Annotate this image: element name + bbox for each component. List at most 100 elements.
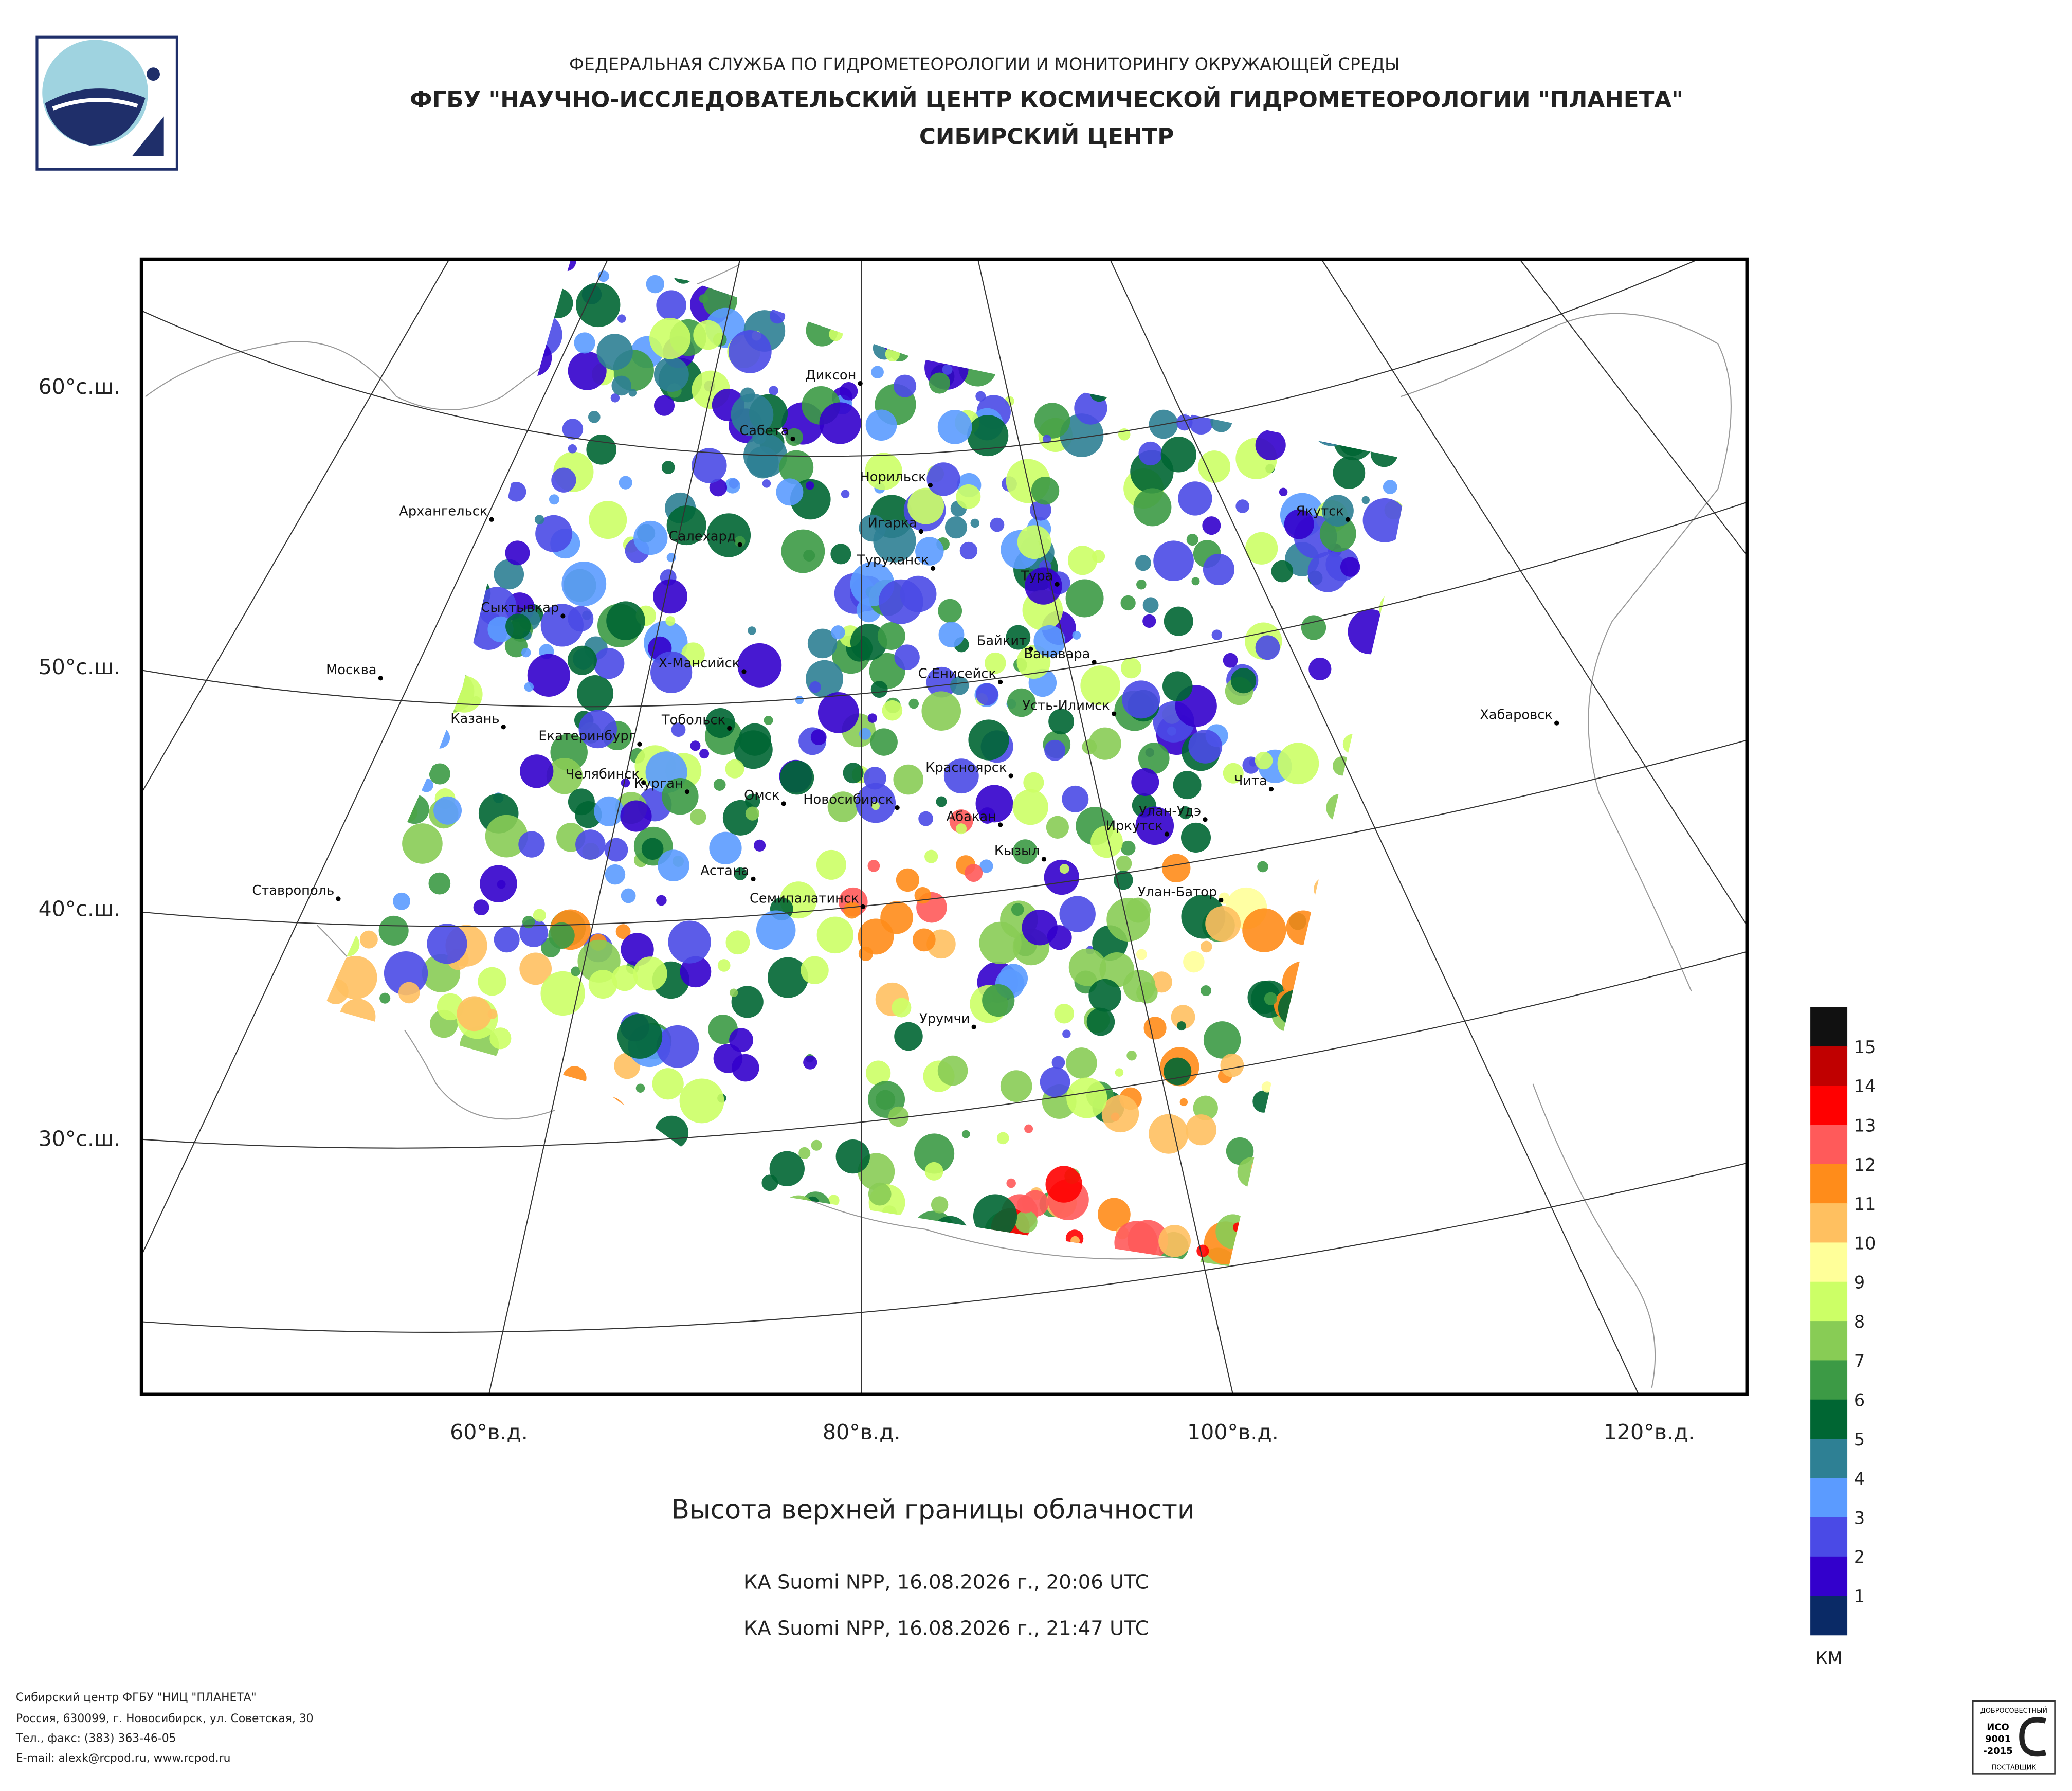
city-dot — [860, 904, 865, 909]
city-label: Туруханск — [857, 553, 929, 568]
cloud-patch — [1223, 653, 1238, 668]
city-label: Диксон — [806, 368, 857, 383]
cloud-patch — [769, 386, 778, 395]
pass-info: КА Suomi NPP, 16.08.2026 г., 20:06 UTC — [743, 1571, 1149, 1594]
cloud-patch — [1160, 437, 1197, 473]
cloud-patch — [427, 924, 467, 964]
cloud-patch — [1007, 688, 1036, 717]
city-label: Норильск — [860, 469, 926, 485]
cloud-patch — [1193, 1095, 1218, 1120]
cloud-patch — [924, 1162, 943, 1181]
cloud-patch — [1054, 1003, 1075, 1024]
footer: Сибирский центр ФГБУ "НИЦ "ПЛАНЕТА" Росс… — [15, 1691, 314, 1765]
cloud-patch — [709, 831, 742, 864]
cloud-patch — [611, 375, 632, 396]
cloud-patch — [652, 1068, 684, 1100]
cloud-patch — [1245, 532, 1278, 565]
cloud-patch — [1088, 979, 1122, 1012]
cloud-patch — [764, 715, 773, 725]
cloud-patch — [827, 791, 859, 822]
cloud-patch — [398, 982, 420, 1004]
city-label: Сыктывкар — [481, 600, 559, 616]
cloud-patch — [1012, 789, 1048, 825]
cloud-patch — [754, 839, 766, 852]
city-dot — [1268, 786, 1274, 792]
cloud-patch — [641, 838, 664, 860]
cloud-patch — [868, 1182, 892, 1206]
cloud-patch — [1067, 546, 1097, 575]
city-label: Курган — [634, 776, 683, 791]
legend-swatch — [1810, 1556, 1848, 1596]
cloud-patch — [950, 676, 969, 695]
latitude-label: 60°с.ш. — [39, 374, 120, 399]
map: Диксон Сабета Норильск Архангельск Якутск Ига… — [141, 259, 1747, 1395]
cloud-patch — [699, 749, 710, 759]
city-dot — [997, 679, 1003, 685]
cloud-patch — [769, 1151, 805, 1186]
cloud-patch — [1164, 1057, 1192, 1086]
city-dot — [930, 566, 936, 571]
cloud-patch — [1200, 940, 1212, 953]
cloud-patch — [594, 796, 624, 826]
cloud-patch — [1045, 1166, 1082, 1203]
cloud-patch — [1044, 859, 1080, 895]
city-label: Новосибирск — [803, 792, 893, 807]
cloud-patch — [578, 710, 617, 749]
cloud-patch — [1186, 534, 1198, 546]
cloud-patch — [1235, 499, 1250, 513]
longitude-label: 120°в.д. — [1604, 1420, 1695, 1444]
cloud-patch — [359, 930, 378, 949]
cloud-patch — [633, 520, 668, 555]
cloud-patch — [635, 1083, 645, 1093]
cloud-patch — [1383, 480, 1397, 494]
cloud-patch — [828, 1195, 840, 1206]
cloud-patch — [865, 1060, 891, 1086]
badge-text: 9001 — [1985, 1734, 2011, 1745]
city-dot — [971, 1024, 976, 1029]
cloud-patch — [929, 372, 950, 394]
cloud-patch — [505, 613, 531, 639]
cloud-patch — [1333, 457, 1366, 489]
header-line: ФЕДЕРАЛЬНАЯ СЛУЖБА ПО ГИДРОМЕТЕОРОЛОГИИ … — [569, 53, 1400, 74]
cloud-patch — [809, 681, 821, 693]
cloud-patch — [1180, 822, 1211, 853]
cloud-patch — [567, 645, 597, 675]
city-dot — [1008, 773, 1013, 779]
cloud-patch — [402, 823, 443, 864]
cloud-patch — [1143, 1017, 1167, 1040]
cloud-patch — [871, 366, 884, 379]
cloud-patch — [1006, 625, 1031, 650]
cloud-patch — [781, 529, 825, 573]
cloud-patch — [893, 764, 924, 795]
cloud-patch — [979, 807, 996, 824]
longitude-label: 60°в.д. — [450, 1420, 528, 1444]
city-label: Москва — [326, 662, 376, 678]
cloud-patch — [1082, 739, 1097, 754]
cloud-patch — [732, 1054, 759, 1082]
cloud-patch — [656, 1025, 699, 1068]
cloud-patch — [620, 800, 652, 832]
cloud-patch — [588, 969, 617, 999]
cloud-patch — [914, 887, 931, 904]
cloud-patch — [859, 728, 871, 740]
cloud-patch — [949, 809, 973, 833]
cloud-patch — [915, 537, 944, 566]
cloud-patch — [817, 692, 859, 733]
legend-label: 5 — [1854, 1430, 1865, 1450]
cloud-patch — [918, 811, 934, 826]
cloud-patch — [1016, 1196, 1035, 1214]
axis-labels: 60°с.ш. 50°с.ш. 40°с.ш. 30°с.ш. 60°в.д. 80°в.… — [39, 374, 1695, 1444]
cloud-patch — [731, 393, 774, 437]
cloud-patch — [1205, 906, 1241, 942]
cloud-patch — [1101, 1095, 1139, 1133]
cloud-patch — [433, 796, 462, 825]
city-label: Омск — [744, 788, 779, 803]
city-label: Кызыл — [994, 843, 1040, 859]
cloud-patch — [850, 624, 887, 661]
city-dot — [1112, 711, 1117, 716]
legend-swatch — [1810, 1399, 1848, 1439]
cloud-patch — [982, 984, 1015, 1017]
cloud-patch — [1271, 560, 1294, 583]
cloud-patch — [1125, 897, 1151, 923]
pass-info: КА Suomi NPP, 16.08.2026 г., 21:47 UTC — [743, 1617, 1149, 1640]
